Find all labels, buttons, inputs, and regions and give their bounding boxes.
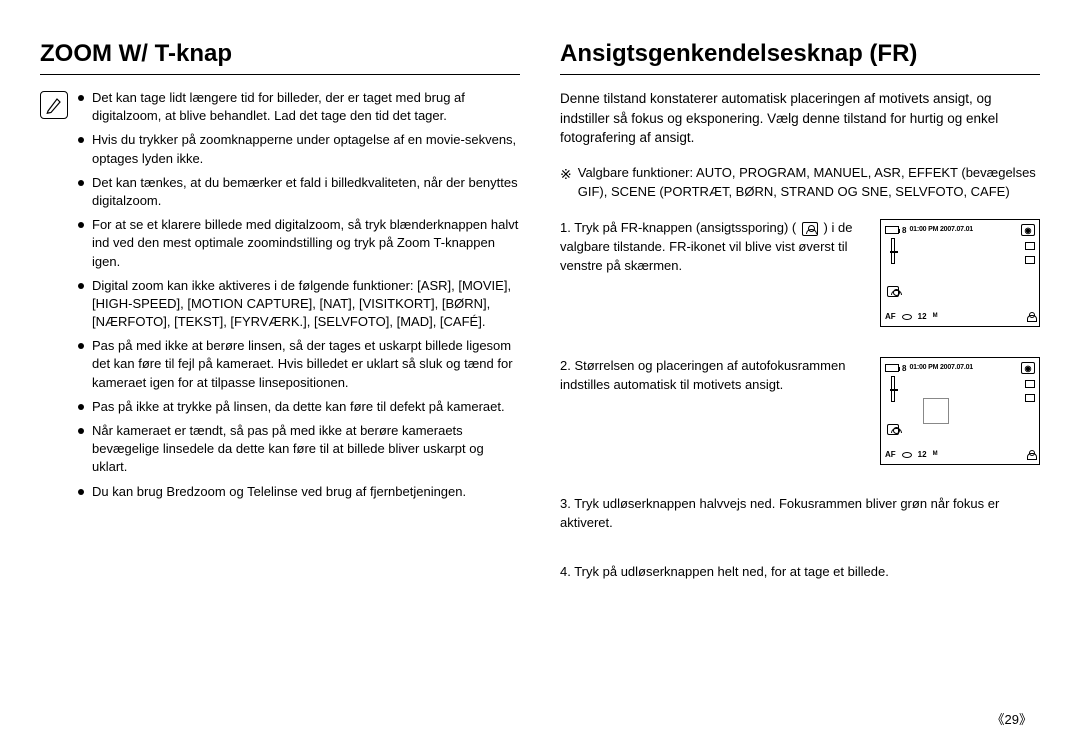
person-icon (1027, 312, 1035, 322)
intro-text: Denne tilstand konstaterer automatisk pl… (560, 89, 1040, 148)
right-column: Ansigtsgenkendelsesknap (FR) Denne tilst… (560, 40, 1040, 582)
lcd-timestamp: 01:00 PM 2007.07.01 (909, 225, 973, 235)
camera-mode-icon: ◉ (1021, 362, 1035, 374)
bullet-item: Pas på ikke at trykke på linsen, da dett… (78, 398, 520, 416)
bullet-item: Det kan tænkes, at du bemærker et fald i… (78, 174, 520, 210)
af-label: AF (885, 449, 896, 461)
eye-icon (902, 452, 912, 458)
left-title: ZOOM W/ T-knap (40, 40, 520, 75)
bullet-item: For at se et klarere billede med digital… (78, 216, 520, 271)
bullet-list: Det kan tage lidt længere tid for billed… (78, 89, 520, 501)
bullet-item: Det kan tage lidt længere tid for billed… (78, 89, 520, 125)
steps-list: 1. Tryk på FR-knappen (ansigtssporing) (… (560, 219, 1040, 582)
face-recognition-icon (802, 222, 818, 236)
card-icon (1025, 394, 1035, 402)
camera-mode-icon: ◉ (1021, 224, 1035, 236)
right-title: Ansigtsgenkendelsesknap (FR) (560, 40, 1040, 75)
zoom-bar-icon (891, 238, 895, 264)
eye-icon (902, 314, 912, 320)
battery-icon (885, 226, 899, 234)
person-icon (1027, 450, 1035, 460)
bullet-item: Digital zoom kan ikke aktiveres i de føl… (78, 277, 520, 332)
focus-frame (923, 398, 949, 424)
asterisk-icon: ※ (560, 164, 572, 202)
bullet-item: Hvis du trykker på zoomknapperne under o… (78, 131, 520, 167)
card-icon (1025, 256, 1035, 264)
lcd-preview-1: 8 01:00 PM 2007.07.01 ◉ (880, 219, 1040, 327)
af-label: AF (885, 311, 896, 323)
step-3: 3. Tryk udløserknappen halvvejs ned. Fok… (560, 495, 1040, 533)
lcd-count: 8 (902, 225, 906, 237)
lcd-count: 8 (902, 363, 906, 375)
lcd-num: 12 (918, 311, 927, 323)
functions-block: ※ Valgbare funktioner: AUTO, PROGRAM, MA… (560, 164, 1040, 202)
left-column: ZOOM W/ T-knap Det kan tage lidt længere… (40, 40, 520, 582)
bullet-item: Du kan brug Bredzoom og Telelinse ved br… (78, 483, 520, 501)
card-icon (1025, 242, 1035, 250)
lcd-timestamp: 01:00 PM 2007.07.01 (909, 363, 973, 373)
face-recognition-icon (887, 286, 899, 297)
card-icon (1025, 380, 1035, 388)
page-number: 《29》 (992, 709, 1033, 728)
step-4: 4. Tryk på udløserknappen helt ned, for … (560, 563, 1040, 582)
bullet-item: Pas på med ikke at berøre linsen, så der… (78, 337, 520, 392)
lcd-preview-2: 8 01:00 PM 2007.07.01 ◉ (880, 357, 1040, 465)
lcd-num: 12 (918, 449, 927, 461)
bullet-item: Når kameraet er tændt, så pas på med ikk… (78, 422, 520, 477)
battery-icon (885, 364, 899, 372)
zoom-bar-icon (891, 376, 895, 402)
note-icon (40, 91, 68, 119)
step-2: 2. Størrelsen og placeringen af autofoku… (560, 357, 1040, 465)
functions-label: Valgbare funktioner: (578, 165, 693, 180)
face-recognition-icon (887, 424, 899, 435)
step-1: 1. Tryk på FR-knappen (ansigtssporing) (… (560, 219, 1040, 327)
